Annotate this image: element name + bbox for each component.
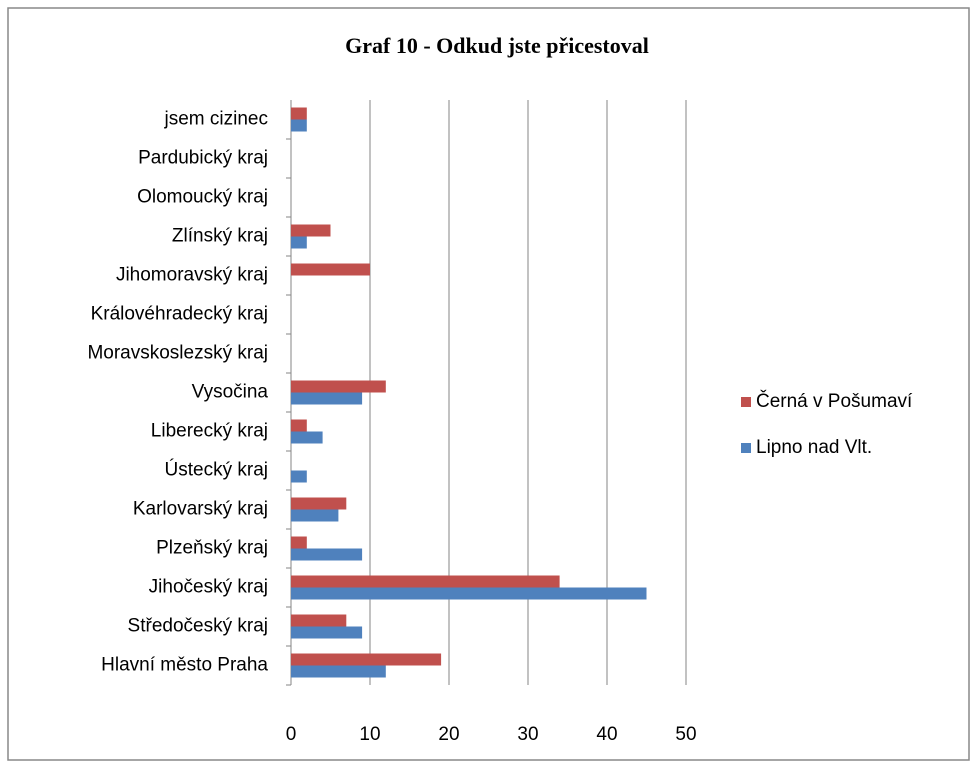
bar <box>291 392 363 405</box>
bar <box>291 626 363 639</box>
bar <box>291 119 307 132</box>
y-tick-label: jsem cizinec <box>164 109 268 130</box>
y-tick-label: Vysočina <box>192 382 269 403</box>
bar <box>291 263 370 276</box>
legend-swatch <box>741 397 751 407</box>
chart-title: Graf 10 - Odkud jste přicestoval <box>345 33 649 58</box>
x-tick-label: 50 <box>675 724 696 745</box>
x-tick-label: 20 <box>438 724 459 745</box>
legend-label: Lipno nad Vlt. <box>756 437 872 458</box>
x-tick-label: 0 <box>286 724 297 745</box>
legend-label: Černá v Pošumaví <box>756 390 913 412</box>
y-tick-label: Moravskoslezský kraj <box>87 343 268 364</box>
bar <box>291 614 347 627</box>
y-tick-label: Jihočeský kraj <box>149 577 268 598</box>
bar <box>291 497 347 510</box>
bar <box>291 587 647 600</box>
y-tick-label: Pardubický kraj <box>138 148 268 169</box>
y-tick-label: Středočeský kraj <box>128 616 268 637</box>
bar <box>291 236 307 249</box>
x-tick-label: 40 <box>596 724 617 745</box>
y-tick-label: Zlínský kraj <box>172 226 268 247</box>
legend-swatch <box>741 443 751 453</box>
x-tick-label: 30 <box>517 724 538 745</box>
bar <box>291 224 331 237</box>
bar <box>291 470 307 483</box>
bar <box>291 665 386 678</box>
bar <box>291 380 386 393</box>
bar <box>291 536 307 549</box>
y-tick-label: Ústecký kraj <box>165 459 268 481</box>
chart-frame <box>7 7 970 761</box>
y-tick-label: Liberecký kraj <box>151 421 268 442</box>
y-tick-label: Olomoucký kraj <box>137 187 268 208</box>
bar <box>291 575 560 588</box>
x-tick-label: 10 <box>359 724 380 745</box>
bar <box>291 107 307 120</box>
bar <box>291 653 442 666</box>
bar <box>291 431 323 444</box>
y-tick-label: Hlavní město Praha <box>101 655 268 676</box>
y-tick-label: Královéhradecký kraj <box>91 304 268 325</box>
bar <box>291 419 307 432</box>
y-tick-label: Plzeňský kraj <box>156 538 268 559</box>
bar <box>291 509 339 522</box>
bar <box>291 548 363 561</box>
y-tick-label: Jihomoravský kraj <box>116 265 268 286</box>
y-tick-label: Karlovarský kraj <box>133 499 268 520</box>
